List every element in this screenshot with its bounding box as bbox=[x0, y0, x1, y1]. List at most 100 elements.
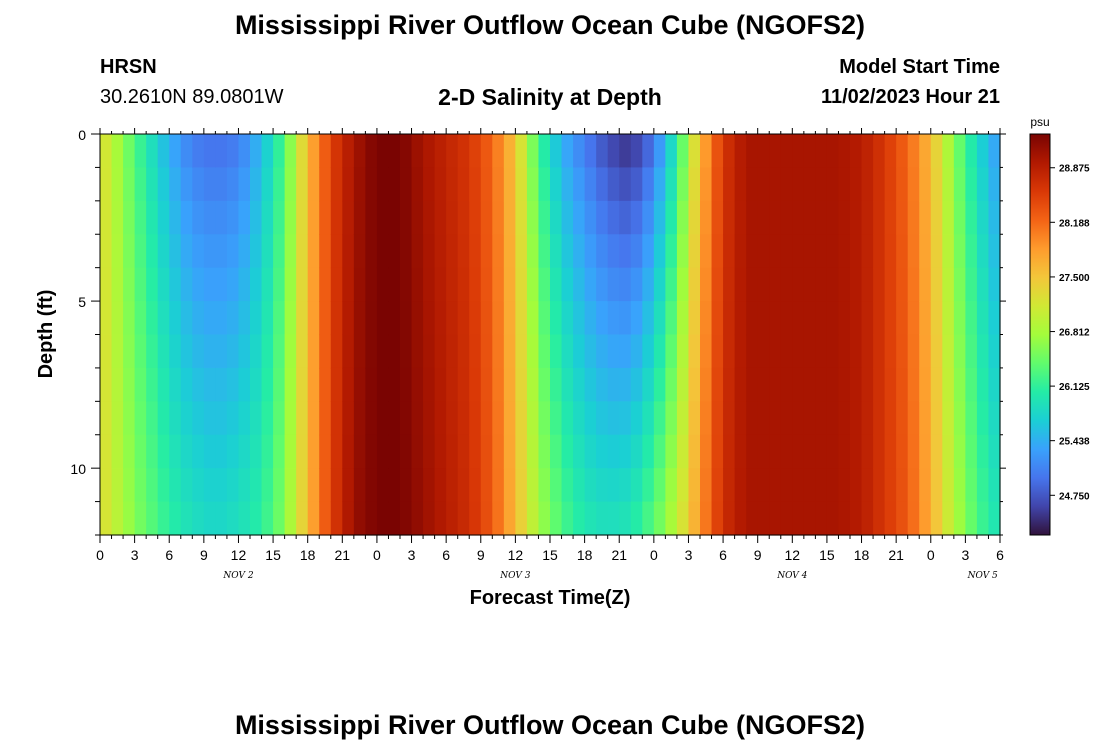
heatmap-cell bbox=[792, 267, 805, 302]
heatmap-cell bbox=[261, 434, 274, 469]
heatmap-cell bbox=[769, 401, 782, 436]
heatmap-cell bbox=[319, 501, 332, 536]
heatmap-cell bbox=[607, 501, 620, 536]
heatmap-cell bbox=[411, 401, 424, 436]
heatmap-cell bbox=[607, 200, 620, 235]
heatmap-cell bbox=[561, 367, 574, 402]
heatmap-cell bbox=[826, 468, 840, 503]
heatmap-cell bbox=[238, 334, 251, 369]
x-tick-label: 21 bbox=[888, 547, 904, 563]
heatmap-cell bbox=[596, 468, 609, 503]
x-tick-label: 3 bbox=[961, 547, 969, 563]
heatmap-cell bbox=[653, 234, 666, 269]
heatmap-cell bbox=[446, 234, 459, 269]
heatmap-cell bbox=[573, 301, 586, 336]
heatmap-cell bbox=[284, 334, 297, 369]
heatmap-cell bbox=[365, 434, 378, 469]
heatmap-cell bbox=[434, 234, 447, 269]
heatmap-cell bbox=[965, 367, 978, 402]
heatmap-cell bbox=[273, 367, 286, 402]
heatmap-cell bbox=[734, 167, 747, 202]
heatmap-cell bbox=[330, 434, 343, 469]
footer-title: Mississippi River Outflow Ocean Cube (NG… bbox=[234, 710, 866, 740]
heatmap-cell bbox=[169, 134, 182, 169]
heatmap-cell bbox=[469, 267, 482, 302]
heatmap-cell bbox=[619, 434, 632, 469]
heatmap-cell bbox=[157, 501, 170, 536]
heatmap-cell bbox=[873, 267, 886, 302]
heatmap-cell bbox=[515, 401, 528, 436]
heatmap-cell bbox=[850, 501, 863, 536]
heatmap-cell bbox=[192, 267, 205, 302]
heatmap-cell bbox=[192, 367, 205, 402]
heatmap-cell bbox=[180, 501, 193, 536]
heatmap-cell bbox=[746, 434, 759, 469]
heatmap-cell bbox=[780, 367, 793, 402]
heatmap-cell bbox=[250, 134, 263, 169]
heatmap-cell bbox=[250, 301, 263, 336]
heatmap-cell bbox=[307, 200, 320, 235]
heatmap-cell bbox=[376, 167, 390, 202]
heatmap-cell bbox=[515, 468, 528, 503]
heatmap-cell bbox=[342, 468, 355, 503]
heatmap-cell bbox=[746, 367, 759, 402]
heatmap-cell bbox=[376, 334, 390, 369]
heatmap-cell bbox=[330, 301, 343, 336]
heatmap-cell bbox=[123, 267, 136, 302]
heatmap-cell bbox=[503, 134, 516, 169]
heatmap-cell bbox=[423, 468, 436, 503]
heatmap-cell bbox=[492, 234, 505, 269]
heatmap-cell bbox=[296, 234, 309, 269]
heatmap-cell bbox=[676, 434, 690, 469]
heatmap-cell bbox=[723, 434, 736, 469]
heatmap-cell bbox=[469, 501, 482, 536]
heatmap-cell bbox=[792, 434, 805, 469]
heatmap-cell bbox=[100, 167, 113, 202]
heatmap-cell bbox=[250, 468, 263, 503]
y-tick-label: 5 bbox=[78, 294, 86, 310]
heatmap-cell bbox=[769, 501, 782, 536]
heatmap-cell bbox=[803, 301, 816, 336]
heatmap-cell bbox=[480, 401, 493, 436]
heatmap-cell bbox=[584, 434, 597, 469]
x-tick-label: 12 bbox=[508, 547, 524, 563]
heatmap-cell bbox=[700, 401, 713, 436]
heatmap-cell bbox=[203, 200, 216, 235]
heatmap-cell bbox=[238, 134, 251, 169]
heatmap-cell bbox=[838, 434, 851, 469]
heatmap-cell bbox=[203, 468, 216, 503]
heatmap-cell bbox=[607, 267, 620, 302]
heatmap-cell bbox=[550, 200, 563, 235]
heatmap-cell bbox=[792, 334, 805, 369]
heatmap-cell bbox=[273, 134, 286, 169]
heatmap-cell bbox=[665, 301, 678, 336]
heatmap-cell bbox=[630, 167, 643, 202]
heatmap-cell bbox=[573, 434, 586, 469]
heatmap-cell bbox=[873, 334, 886, 369]
x-tick-label: 3 bbox=[685, 547, 693, 563]
heatmap-cell bbox=[942, 267, 955, 302]
heatmap-cell bbox=[111, 301, 124, 336]
heatmap-cell bbox=[365, 200, 378, 235]
heatmap-cell bbox=[250, 434, 263, 469]
heatmap-cell bbox=[400, 501, 413, 536]
heatmap-cell bbox=[469, 301, 482, 336]
heatmap-cell bbox=[203, 434, 216, 469]
heatmap-cell bbox=[584, 334, 597, 369]
heatmap-cell bbox=[850, 234, 863, 269]
heatmap-cell bbox=[169, 267, 182, 302]
x-tick-label: 12 bbox=[231, 547, 247, 563]
heatmap-cell bbox=[596, 267, 609, 302]
heatmap-cell bbox=[457, 334, 470, 369]
heatmap-cell bbox=[319, 200, 332, 235]
heatmap-cell bbox=[619, 367, 632, 402]
heatmap-cell bbox=[123, 401, 136, 436]
heatmap-cell bbox=[700, 301, 713, 336]
heatmap-cell bbox=[884, 200, 897, 235]
heatmap-cell bbox=[815, 468, 828, 503]
heatmap-cell bbox=[388, 234, 401, 269]
heatmap-cell bbox=[769, 167, 782, 202]
heatmap-cell bbox=[134, 234, 147, 269]
heatmap-cell bbox=[457, 234, 470, 269]
heatmap-cell bbox=[538, 267, 551, 302]
